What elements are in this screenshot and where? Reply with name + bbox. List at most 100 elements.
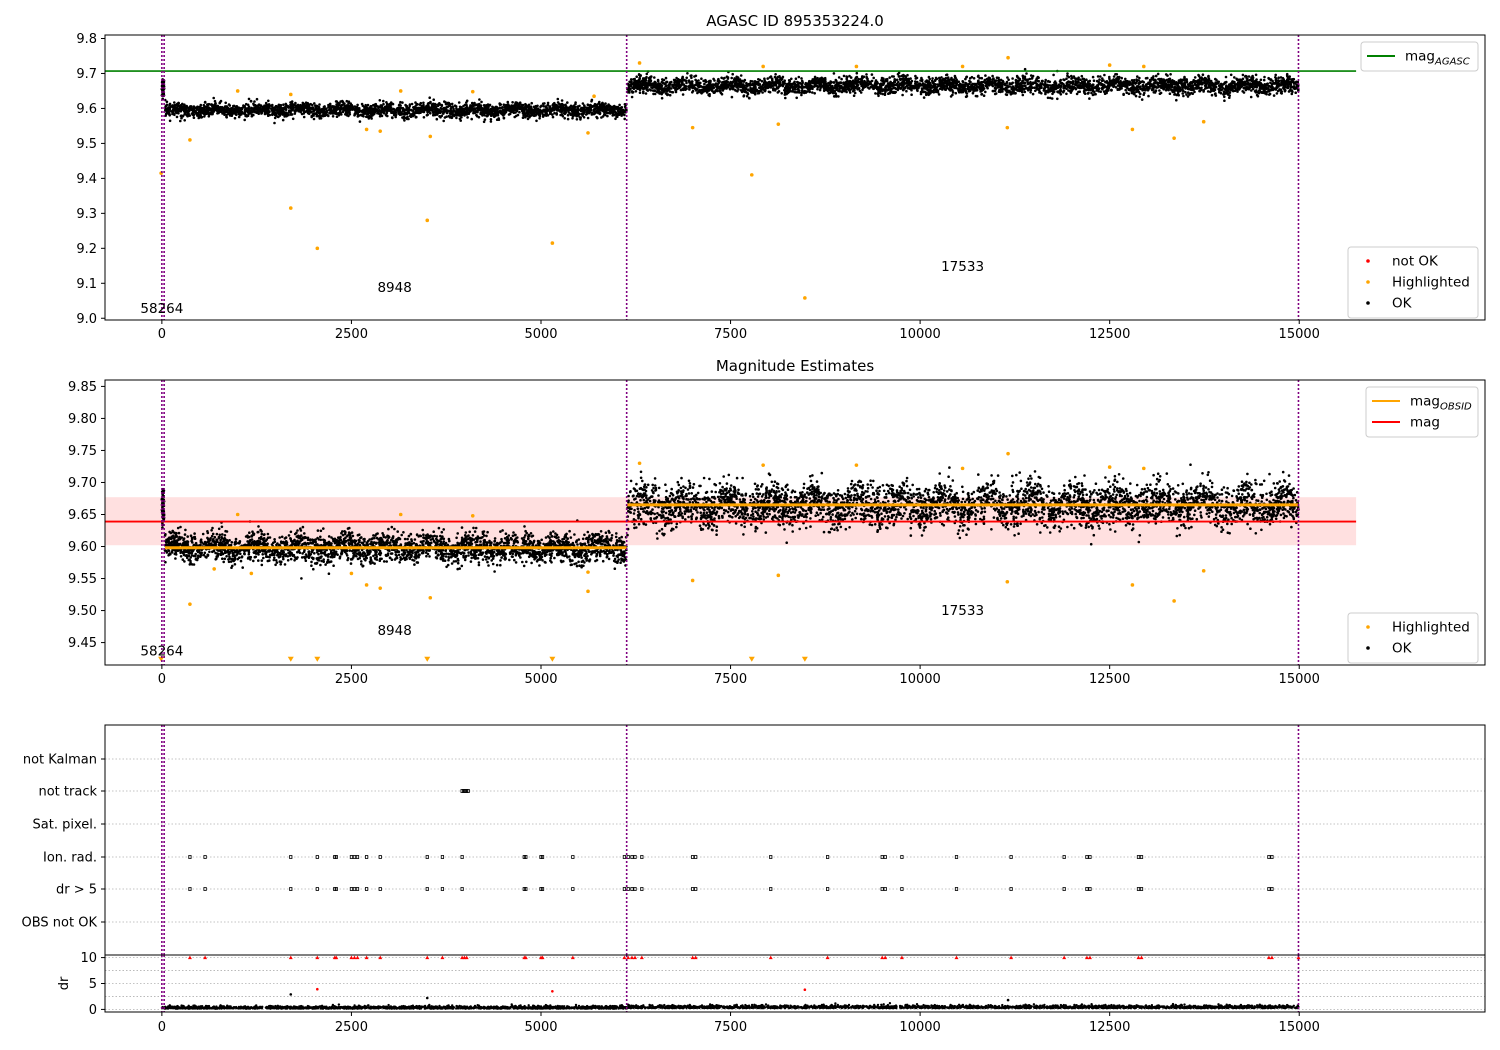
- ok-point: [535, 113, 538, 116]
- ok-point: [449, 115, 453, 119]
- ok-point: [596, 103, 599, 106]
- ok-point: [618, 103, 621, 107]
- ok-point: [578, 116, 582, 119]
- ok-point: [888, 76, 891, 79]
- ok-point: [596, 116, 599, 120]
- ok-point: [581, 114, 584, 117]
- ok-point: [508, 112, 512, 116]
- ok-point: [770, 77, 774, 81]
- ok-point: [852, 94, 856, 97]
- ok-point: [872, 76, 875, 80]
- ok-point: [1011, 77, 1014, 80]
- ok-point: [1218, 91, 1221, 94]
- ok-point: [211, 112, 214, 116]
- ok-point: [1175, 98, 1178, 102]
- ok-point: [498, 103, 502, 107]
- ok-point: [377, 111, 380, 114]
- ok-point: [259, 109, 262, 113]
- ok-point: [1042, 89, 1046, 92]
- ok-point: [689, 74, 692, 78]
- ok-point: [493, 114, 496, 117]
- ok-point: [435, 117, 439, 121]
- ok-point: [291, 117, 295, 121]
- ok-point: [1141, 87, 1144, 90]
- ok-point: [401, 101, 404, 104]
- ok-point: [1136, 75, 1139, 78]
- ok-point: [543, 102, 546, 105]
- ok-point: [212, 106, 215, 110]
- ok-point: [439, 111, 442, 114]
- ok-point: [466, 111, 470, 115]
- ok-point: [968, 77, 972, 80]
- ok-point: [527, 109, 531, 113]
- ok-point: [302, 107, 306, 111]
- ok-point: [351, 106, 355, 109]
- ok-point: [506, 106, 510, 109]
- ok-point: [723, 76, 726, 80]
- ok-point: [513, 105, 517, 108]
- ok-point: [411, 114, 415, 118]
- ok-point: [982, 94, 986, 97]
- ok-point: [1008, 82, 1011, 85]
- ok-point: [442, 109, 445, 113]
- ok-point: [519, 107, 522, 111]
- ok-point: [795, 96, 798, 100]
- ok-point: [1190, 81, 1194, 85]
- ok-point: [730, 95, 734, 99]
- ok-point: [519, 102, 522, 105]
- ok-point: [272, 110, 276, 114]
- ok-point: [363, 110, 367, 113]
- ok-point: [442, 119, 446, 123]
- ok-point: [1066, 72, 1069, 75]
- ok-point: [181, 115, 185, 118]
- ok-point: [480, 100, 483, 104]
- ok-point: [494, 105, 498, 109]
- ok-point: [253, 110, 257, 113]
- ok-point: [1023, 90, 1027, 94]
- ok-point: [984, 90, 987, 94]
- ok-point: [252, 102, 255, 106]
- ok-point: [1005, 80, 1009, 84]
- ok-point: [822, 89, 826, 93]
- ok-point: [813, 85, 816, 88]
- ok-point: [922, 96, 926, 99]
- ok-point: [569, 104, 573, 108]
- ok-point: [399, 106, 403, 110]
- ok-point: [700, 77, 703, 80]
- ok-point: [237, 106, 241, 109]
- ok-point: [460, 107, 464, 111]
- ok-point: [337, 114, 341, 117]
- ok-point: [672, 85, 675, 89]
- ok-point: [840, 77, 843, 81]
- ok-point: [488, 104, 491, 107]
- ok-point: [384, 113, 388, 117]
- ok-point: [365, 115, 368, 119]
- ok-point: [294, 101, 297, 105]
- ok-point: [477, 115, 481, 119]
- ok-point: [344, 109, 348, 112]
- ok-point: [367, 117, 371, 120]
- ok-point: [751, 80, 754, 83]
- ok-point: [575, 118, 579, 121]
- ok-point: [433, 108, 437, 111]
- ok-point: [556, 107, 559, 111]
- ok-point: [497, 110, 500, 113]
- ok-point: [479, 104, 483, 107]
- ok-point: [228, 114, 232, 117]
- ok-point: [436, 107, 439, 111]
- ok-point: [225, 105, 229, 108]
- ok-point: [349, 105, 352, 109]
- ok-point: [212, 96, 215, 100]
- ok-point: [249, 99, 253, 103]
- ok-point: [283, 112, 286, 115]
- ok-point: [629, 78, 633, 81]
- ok-point: [260, 111, 264, 114]
- ok-point: [589, 106, 593, 110]
- ok-point: [1241, 77, 1245, 81]
- ok-point: [1272, 94, 1276, 97]
- ok-point: [343, 107, 346, 110]
- ok-point: [961, 80, 965, 84]
- ok-point: [498, 106, 502, 109]
- ok-point: [218, 101, 221, 105]
- ok-point: [834, 92, 837, 95]
